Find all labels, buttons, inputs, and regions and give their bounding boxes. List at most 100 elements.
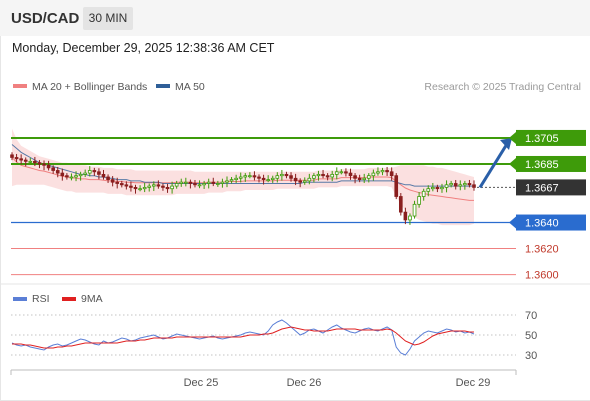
candle: [51, 165, 55, 174]
candle: [293, 173, 298, 186]
candlesticks: [10, 152, 476, 225]
rsi-ma-legend-label: 9MA: [81, 293, 103, 305]
level-1-3685-label: 1.3685: [525, 159, 559, 171]
candle: [366, 173, 371, 183]
chart-header: USD/CAD 30 MIN: [0, 0, 590, 36]
x-axis-labels: Dec 25 Dec 26 Dec 29: [184, 377, 491, 389]
candle: [266, 175, 270, 183]
candle: [348, 168, 353, 180]
x-label-dec-29: Dec 29: [456, 377, 491, 389]
candle: [170, 181, 174, 194]
candle: [444, 180, 449, 193]
candle: [412, 200, 417, 219]
candle: [440, 183, 444, 193]
candle: [74, 171, 78, 182]
bollinger-band-fill: [12, 128, 474, 226]
candle: [417, 192, 421, 208]
watermark-text: Research © 2025 Trading Central: [424, 81, 581, 93]
interval-selector[interactable]: 30 MIN: [83, 7, 133, 30]
candle: [46, 160, 51, 171]
candle: [174, 180, 179, 189]
candle: [307, 173, 312, 185]
candle: [426, 185, 431, 197]
candle: [115, 177, 120, 189]
candle: [202, 180, 206, 189]
x-label-dec-26: Dec 26: [287, 377, 322, 389]
rsi-legend-label: RSI: [32, 293, 50, 305]
candle: [14, 153, 19, 163]
candle: [243, 173, 248, 182]
rsi-ma-line: [12, 326, 474, 349]
candle: [161, 183, 165, 191]
candle: [371, 169, 376, 181]
chart-datetime: Monday, December 29, 2025 12:38:36 AM CE…: [12, 41, 275, 55]
candle: [458, 180, 463, 191]
candle: [211, 177, 216, 187]
candle: [19, 154, 23, 165]
candle: [110, 176, 115, 187]
candle: [129, 181, 133, 192]
candle: [193, 179, 197, 188]
candle: [330, 170, 335, 182]
candle: [289, 172, 293, 182]
level-1-3667-tag: [516, 179, 586, 196]
rsi-panel: 70 50 30: [11, 310, 537, 362]
candle: [261, 174, 266, 185]
candle: [188, 179, 193, 189]
candle: [28, 157, 33, 164]
candle: [179, 178, 184, 187]
candle: [184, 177, 188, 187]
ma50-legend-label: MA 50: [175, 81, 205, 93]
candle: [398, 192, 403, 216]
level-1-3705-tag-pointer: [509, 131, 516, 144]
symbol-title: USD/CAD: [11, 10, 80, 27]
candle: [238, 172, 243, 183]
ma50-legend-swatch: [156, 84, 170, 88]
candle: [83, 169, 88, 177]
candle: [151, 181, 156, 192]
rsi-legend-swatch: [13, 297, 27, 301]
candle: [389, 167, 394, 181]
candle: [467, 179, 472, 188]
level-labels: 1.3705 1.3685 1.3667 1.3640 1.3620 1.3600: [509, 129, 586, 282]
candle: [376, 167, 380, 176]
candle: [206, 178, 211, 189]
candle: [23, 157, 28, 167]
candle: [42, 160, 46, 171]
candle: [37, 160, 42, 169]
candle: [302, 177, 307, 185]
candle: [312, 173, 316, 183]
candle: [280, 169, 284, 181]
candle: [225, 176, 229, 188]
candle: [78, 171, 83, 181]
candle: [357, 174, 362, 183]
x-label-dec-25: Dec 25: [184, 377, 219, 389]
candle: [138, 185, 142, 192]
candle: [385, 166, 389, 176]
candle: [92, 167, 97, 176]
bollinger-legend-swatch: [13, 84, 27, 88]
candle: [101, 169, 106, 180]
candle: [10, 152, 14, 161]
candle: [87, 166, 92, 177]
candle: [463, 180, 467, 190]
candle: [321, 169, 325, 179]
rsi-ma-legend-swatch: [62, 297, 76, 301]
rsi-line: [11, 319, 475, 356]
candle: [449, 180, 453, 188]
rsi-tick-70: 70: [525, 310, 537, 322]
candle: [453, 179, 458, 190]
candle: [353, 173, 357, 184]
level-1-3685-tag-pointer: [509, 157, 516, 170]
candle: [65, 173, 69, 180]
candle: [216, 180, 220, 187]
candle: [257, 174, 261, 183]
candle: [316, 170, 321, 181]
forecast-arrow-shaft: [478, 143, 509, 189]
candle: [69, 173, 74, 181]
candle: [334, 167, 339, 180]
candle: [421, 188, 426, 201]
forecast-arrow: [478, 137, 512, 189]
candle: [165, 183, 170, 193]
candle: [339, 169, 344, 175]
